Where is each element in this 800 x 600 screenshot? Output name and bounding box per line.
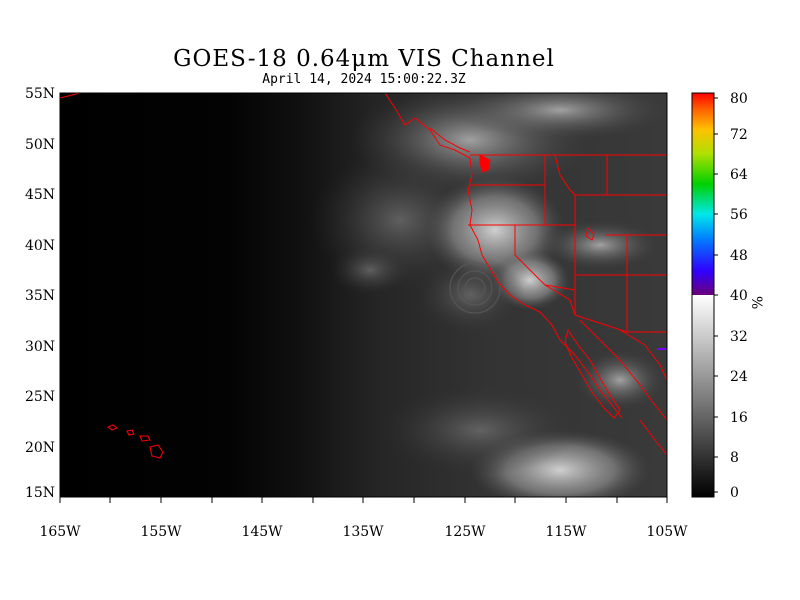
colorbar-tick-label: 72 — [730, 127, 748, 143]
lat-label: 50N — [25, 137, 55, 153]
colorbar-tick-label: 8 — [730, 450, 739, 466]
lat-label: 25N — [25, 389, 55, 405]
lon-label: 145W — [241, 524, 283, 540]
lat-label: 40N — [25, 238, 55, 254]
colorbar: 80 72 64 56 48 40 32 24 16 8 0 % — [691, 91, 764, 501]
colorbar-tick-label: 40 — [730, 288, 748, 304]
lon-label: 115W — [545, 524, 587, 540]
lat-label: 45N — [25, 187, 55, 203]
lon-label: 165W — [39, 524, 81, 540]
lat-label: 35N — [25, 288, 55, 304]
colorbar-tick-label: 16 — [730, 410, 748, 426]
latitude-axis: 55N 50N 45N 40N 35N 30N 25N 20N 15N — [25, 86, 66, 501]
lon-label: 135W — [342, 524, 384, 540]
lon-label: 155W — [140, 524, 182, 540]
coastlines — [60, 93, 667, 459]
colorbar-tick-label: 80 — [730, 91, 748, 107]
longitude-axis: 165W 155W 145W 135W 125W 115W 105W — [39, 497, 688, 540]
colorbar-color-segment — [692, 93, 714, 295]
colorbar-gray-segment — [692, 295, 714, 497]
lon-label: 105W — [646, 524, 688, 540]
map-title: GOES-18 0.64μm VIS Channel — [173, 46, 555, 72]
lat-label: 30N — [25, 339, 55, 355]
colorbar-tick-label: 24 — [730, 369, 748, 385]
lat-label: 55N — [25, 86, 55, 102]
lat-label: 15N — [25, 485, 55, 501]
colorbar-tick-label: 32 — [730, 329, 748, 345]
lat-label: 20N — [25, 440, 55, 456]
colorbar-tick-label: 64 — [730, 167, 748, 183]
colorbar-tick-label: 56 — [730, 207, 748, 223]
colorbar-tick-label: 0 — [730, 485, 739, 501]
imagery-area — [60, 93, 667, 497]
map-timestamp: April 14, 2024 15:00:22.3Z — [262, 72, 466, 87]
colorbar-unit: % — [748, 296, 764, 309]
lon-label: 125W — [444, 524, 486, 540]
colorbar-tick-label: 48 — [730, 248, 748, 264]
